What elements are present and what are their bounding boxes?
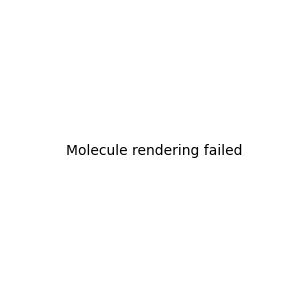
Text: Molecule rendering failed: Molecule rendering failed xyxy=(65,145,242,158)
